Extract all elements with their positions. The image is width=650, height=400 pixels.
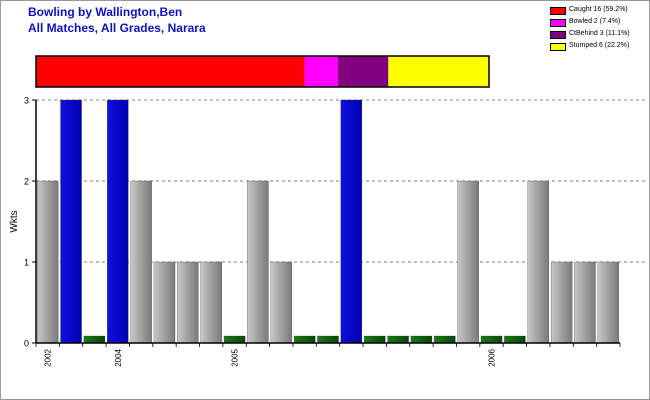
bar-match-19	[457, 180, 479, 344]
bar-match-4	[107, 99, 129, 344]
bar-match-25	[597, 261, 619, 344]
legend-item-bowled: Bowled 2 (7.4%)	[550, 17, 648, 29]
bar-match-13	[317, 335, 339, 344]
y-tick-label: 2	[24, 177, 29, 187]
y-tick-label: 3	[24, 96, 29, 106]
dismissal-segment-bowled	[304, 56, 338, 87]
bar-match-6	[153, 261, 176, 344]
bar-match-23	[550, 261, 573, 344]
bar-match-8	[200, 261, 222, 344]
bar-match-2	[60, 99, 82, 344]
bar-match-22	[527, 180, 549, 344]
legend-item-caught: Caught 16 (59.2%)	[550, 5, 648, 17]
y-tick-label: 0	[24, 339, 29, 349]
bar-match-9	[223, 335, 246, 344]
legend: Caught 16 (59.2%) Bowled 2 (7.4%) CtBehi…	[550, 5, 648, 53]
bar-match-17	[410, 335, 433, 344]
legend-swatch-bowled	[550, 19, 566, 27]
dismissal-segment-ctbehind	[338, 56, 389, 87]
legend-label-stumped: Stumped 6 (22.2%)	[569, 42, 630, 49]
legend-swatch-caught	[550, 7, 566, 15]
dismissal-segment-caught	[36, 56, 305, 87]
dismissal-segment-stumped	[388, 56, 489, 87]
legend-item-ctbehind: CtBehind 3 (11.1%)	[550, 29, 648, 41]
bar-match-11	[270, 261, 292, 344]
chart-subtitle: All Matches, All Grades, Narara	[28, 21, 206, 35]
bar-match-16	[387, 335, 409, 344]
legend-label-caught: Caught 16 (59.2%)	[569, 6, 628, 13]
bar-match-12	[293, 335, 316, 344]
bar-match-20	[480, 335, 503, 344]
y-tick-label: 1	[24, 258, 29, 268]
legend-swatch-ctbehind	[550, 31, 566, 39]
bar-match-15	[364, 335, 386, 344]
x-tick-label: 2004	[114, 348, 123, 366]
bar-match-14	[340, 99, 363, 344]
legend-item-stumped: Stumped 6 (22.2%)	[550, 41, 648, 53]
x-tick-label: 2002	[44, 348, 53, 366]
legend-label-ctbehind: CtBehind 3 (11.1%)	[569, 30, 630, 37]
bar-match-7	[177, 261, 199, 344]
bar-match-5	[130, 180, 152, 344]
y-axis-label: Wkts	[9, 210, 20, 232]
bar-match-24	[574, 261, 596, 344]
x-tick-label: 2005	[231, 348, 240, 366]
dismissal-strip-border	[35, 55, 490, 88]
bar-match-1	[37, 180, 59, 344]
bar-match-21	[504, 335, 526, 344]
x-tick-label: 2006	[488, 348, 497, 366]
legend-swatch-stumped	[550, 43, 566, 51]
bar-match-10	[247, 180, 269, 344]
bar-match-18	[434, 335, 456, 344]
chart-title: Bowling by Wallington,Ben	[28, 5, 183, 19]
legend-label-bowled: Bowled 2 (7.4%)	[569, 18, 621, 25]
bar-match-3	[83, 335, 106, 344]
